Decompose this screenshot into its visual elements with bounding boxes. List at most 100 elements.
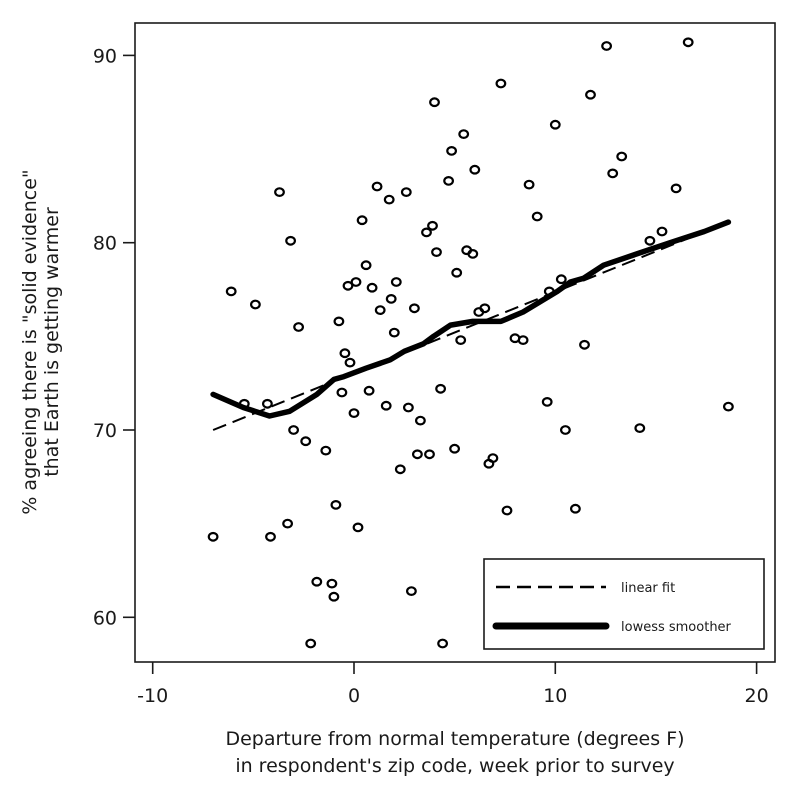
data-point xyxy=(282,518,294,529)
data-point xyxy=(415,415,426,426)
x-tick-label: 10 xyxy=(543,685,567,707)
data-point xyxy=(427,220,438,231)
data-point xyxy=(207,531,219,542)
x-axis-title: Departure from normal temperature (degre… xyxy=(225,728,684,777)
data-point xyxy=(339,348,351,359)
data-point xyxy=(328,591,340,602)
x-axis-title-line-1: Departure from normal temperature (degre… xyxy=(225,728,684,750)
data-point xyxy=(449,443,461,454)
y-tick-label: 90 xyxy=(93,45,117,67)
data-point xyxy=(517,335,529,346)
y-axis-title-line-2: that Earth is getting warmer xyxy=(41,207,63,477)
linear-fit-line xyxy=(212,221,729,431)
legend-label-lowess-smoother: lowess smoother xyxy=(621,620,732,635)
data-point xyxy=(352,522,364,533)
data-point xyxy=(394,464,406,475)
data-point xyxy=(333,316,345,327)
data-point xyxy=(356,215,368,226)
x-axis: -10 0 10 20 xyxy=(137,662,769,707)
data-point xyxy=(388,327,400,338)
data-point xyxy=(380,400,392,411)
data-point xyxy=(274,187,285,198)
data-point xyxy=(311,576,323,587)
data-point xyxy=(458,129,470,140)
data-point xyxy=(541,397,553,407)
data-point xyxy=(560,425,571,435)
data-point xyxy=(670,183,682,194)
data-point xyxy=(495,78,507,89)
data-point xyxy=(400,187,412,198)
legend: linear fit lowess smoother xyxy=(483,558,765,650)
data-point xyxy=(326,578,338,589)
data-point xyxy=(435,383,447,394)
legend-label-linear-fit: linear fit xyxy=(621,581,675,596)
data-point xyxy=(288,425,300,435)
data-point xyxy=(300,436,312,447)
data-point xyxy=(363,385,375,396)
data-point xyxy=(479,303,491,314)
data-point xyxy=(385,294,397,304)
data-point xyxy=(443,175,455,186)
data-point xyxy=(501,505,513,516)
data-point xyxy=(570,503,581,514)
data-point xyxy=(437,638,449,649)
data-point xyxy=(406,586,417,596)
data-point xyxy=(330,500,342,510)
scatter-points xyxy=(207,37,734,649)
data-point xyxy=(366,282,378,293)
x-axis-title-line-2: in respondent's zip code, week prior to … xyxy=(235,755,674,777)
data-point xyxy=(350,277,362,287)
data-point xyxy=(601,41,612,51)
data-point xyxy=(293,322,305,332)
data-point xyxy=(342,280,354,291)
data-point xyxy=(634,423,646,434)
x-tick-label: 20 xyxy=(745,685,769,707)
x-tick-label: -10 xyxy=(137,685,168,707)
data-point xyxy=(451,267,463,278)
x-tick-label: 0 xyxy=(348,685,360,707)
y-tick-label: 70 xyxy=(93,420,117,442)
data-point xyxy=(344,357,356,368)
data-point xyxy=(305,638,317,649)
data-point xyxy=(225,286,237,297)
y-axis-title-line-1: % agreeing there is "solid evidence" xyxy=(19,169,41,514)
data-point xyxy=(579,339,590,350)
data-point xyxy=(585,89,596,100)
data-point xyxy=(336,387,348,398)
y-axis: 60 70 80 90 xyxy=(93,45,135,629)
data-point xyxy=(348,408,360,419)
plot-frame xyxy=(134,22,776,663)
data-point xyxy=(523,179,535,190)
y-tick-label: 80 xyxy=(93,233,117,255)
data-point xyxy=(285,235,297,246)
data-point xyxy=(644,235,656,246)
data-point xyxy=(446,145,458,156)
data-point xyxy=(531,211,543,222)
data-point xyxy=(549,119,561,130)
data-point xyxy=(262,398,273,409)
data-point xyxy=(390,277,402,287)
data-point xyxy=(431,247,442,258)
data-point xyxy=(360,260,372,271)
data-point xyxy=(383,194,395,205)
data-point xyxy=(320,445,332,456)
y-tick-label: 60 xyxy=(93,607,117,629)
data-point xyxy=(455,335,467,346)
data-point xyxy=(483,458,495,469)
data-point xyxy=(412,449,423,460)
data-point xyxy=(682,37,694,48)
data-point xyxy=(467,248,479,259)
data-point xyxy=(424,449,435,460)
data-point xyxy=(409,303,420,314)
data-point xyxy=(429,97,440,108)
data-point xyxy=(616,151,628,162)
data-point xyxy=(555,274,567,285)
data-point xyxy=(374,305,386,316)
data-point xyxy=(265,531,276,542)
data-point xyxy=(607,168,619,179)
data-point xyxy=(723,401,734,412)
lowess-smoother-line xyxy=(210,219,732,419)
data-point xyxy=(371,181,383,192)
y-axis-title: % agreeing there is "solid evidence" tha… xyxy=(19,169,63,514)
